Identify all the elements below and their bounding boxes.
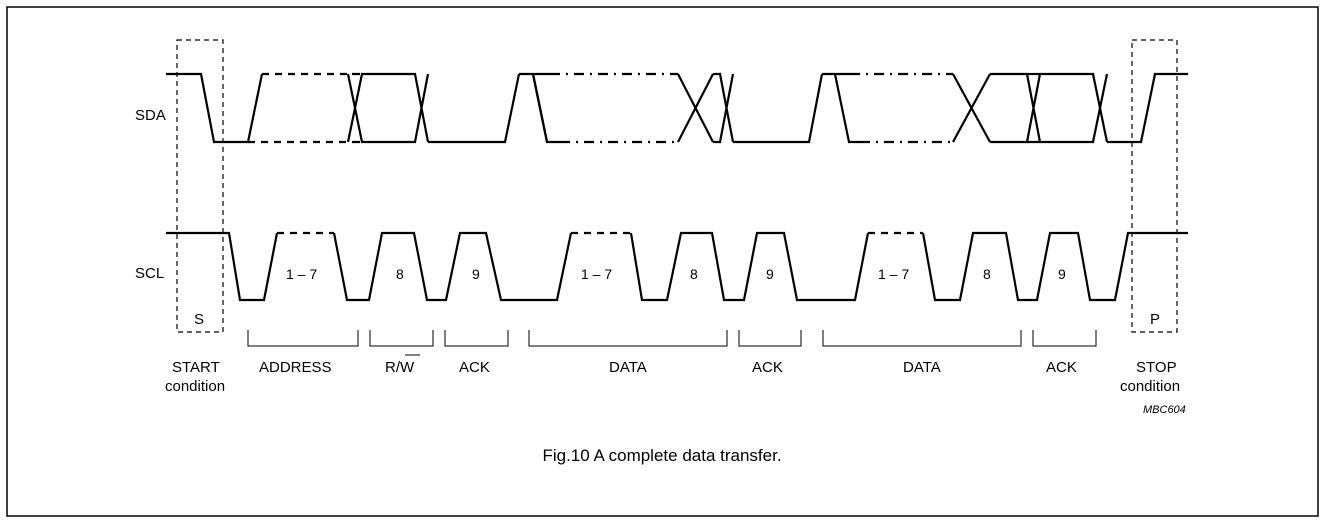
ack-label: ACK xyxy=(1046,359,1077,376)
scl-waveform xyxy=(166,231,1188,302)
clock-label: 1 – 7 xyxy=(878,266,909,282)
stop-letter: P xyxy=(1150,311,1160,328)
figure-border xyxy=(6,6,1319,517)
address-label: ADDRESS xyxy=(259,359,332,376)
data-label: DATA xyxy=(609,359,647,376)
clock-label: 9 xyxy=(766,266,774,282)
sda-waveform xyxy=(166,72,1188,144)
ack-label: ACK xyxy=(752,359,783,376)
clock-label: 8 xyxy=(396,266,404,282)
clock-label: 8 xyxy=(983,266,991,282)
stop-condition-box xyxy=(1131,39,1178,333)
start-letter: S xyxy=(194,311,204,328)
scl-label: SCL xyxy=(135,265,164,282)
stop-condition-label: condition xyxy=(1120,378,1180,395)
clock-label: 9 xyxy=(472,266,480,282)
rw-label: R/W xyxy=(385,354,420,376)
clock-label: 8 xyxy=(690,266,698,282)
rw-bar-letter: W xyxy=(400,359,415,376)
clock-label: 1 – 7 xyxy=(286,266,317,282)
clock-label: 1 – 7 xyxy=(581,266,612,282)
start-condition-label: START xyxy=(172,359,220,376)
figure-caption: Fig.10 A complete data transfer. xyxy=(542,446,781,465)
phase-brackets xyxy=(247,330,1097,347)
svg-text:R/W: R/W xyxy=(385,359,415,376)
stop-condition-label: STOP xyxy=(1136,359,1177,376)
start-condition-label: condition xyxy=(165,378,225,395)
start-condition-box xyxy=(176,39,224,333)
ack-label: ACK xyxy=(459,359,490,376)
sda-label: SDA xyxy=(135,107,166,124)
clock-label: 9 xyxy=(1058,266,1066,282)
data-label: DATA xyxy=(903,359,941,376)
figure-code: MBC604 xyxy=(1143,404,1186,416)
